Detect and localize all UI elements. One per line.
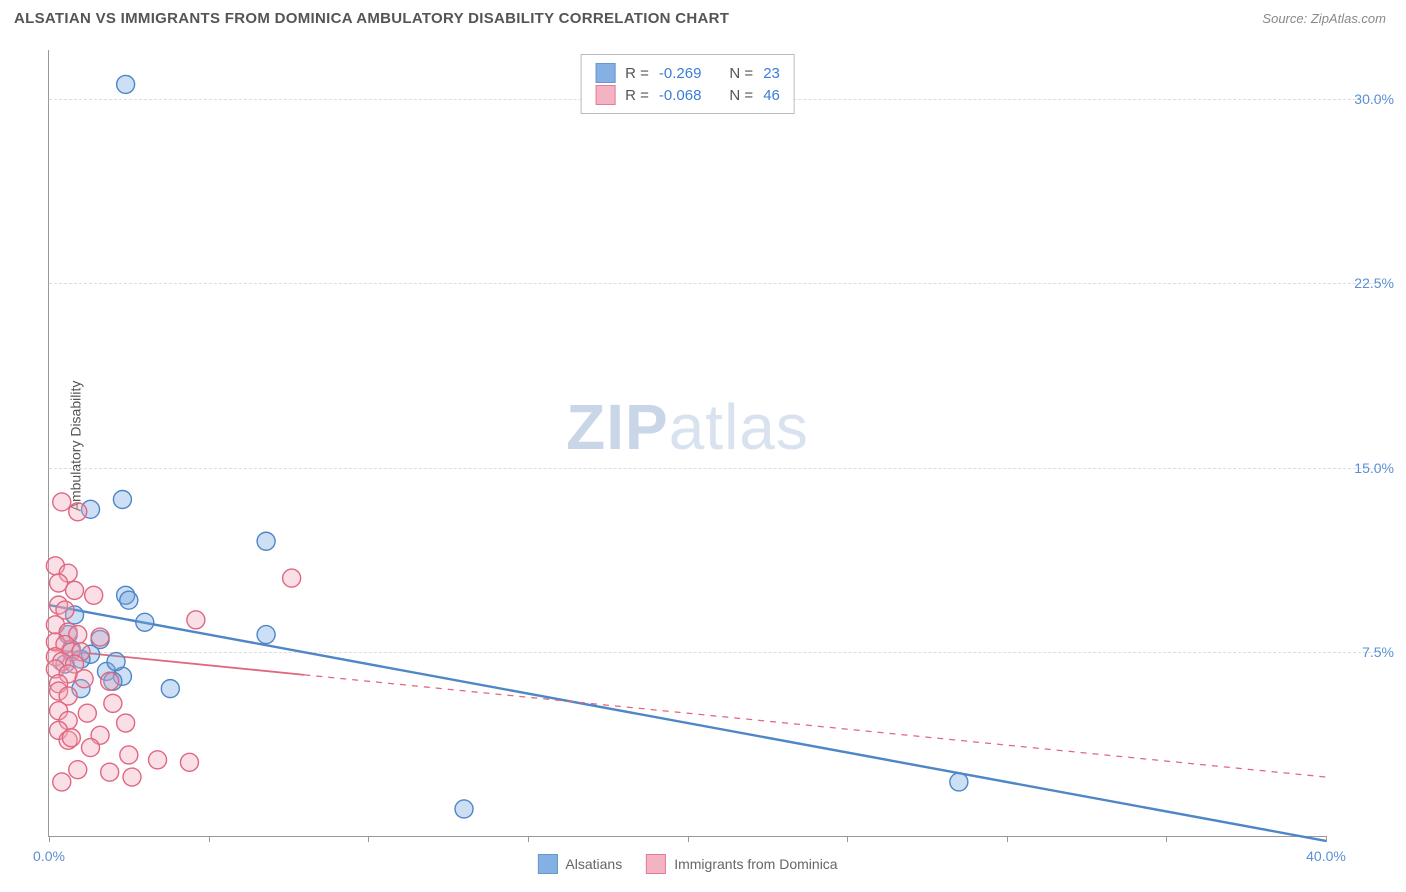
data-point-dominica	[101, 763, 119, 781]
data-point-dominica	[53, 493, 71, 511]
data-point-alsatians	[113, 490, 131, 508]
data-point-alsatians	[950, 773, 968, 791]
stats-row-alsatians: R = -0.269 N = 23	[595, 63, 780, 83]
x-tick	[847, 836, 848, 842]
legend-bottom: Alsatians Immigrants from Dominica	[537, 854, 837, 874]
data-point-dominica	[62, 729, 80, 747]
x-tick	[368, 836, 369, 842]
data-point-dominica	[101, 672, 119, 690]
stats-legend-box: R = -0.269 N = 23 R = -0.068 N = 46	[580, 54, 795, 114]
x-tick	[1166, 836, 1167, 842]
legend-item-alsatians: Alsatians	[537, 854, 622, 874]
x-tick-label: 40.0%	[1306, 848, 1346, 864]
data-point-dominica	[85, 586, 103, 604]
data-point-alsatians	[107, 653, 125, 671]
data-point-dominica	[104, 694, 122, 712]
swatch-icon	[595, 63, 615, 83]
x-tick	[49, 836, 50, 842]
data-point-dominica	[283, 569, 301, 587]
y-tick-label: 7.5%	[1362, 644, 1394, 660]
trend-line-dashed-dominica	[304, 675, 1326, 777]
data-point-dominica	[75, 670, 93, 688]
data-point-dominica	[69, 503, 87, 521]
data-point-dominica	[69, 761, 87, 779]
x-tick	[1007, 836, 1008, 842]
x-tick	[1326, 836, 1327, 842]
data-point-dominica	[123, 768, 141, 786]
x-tick	[688, 836, 689, 842]
data-point-dominica	[66, 581, 84, 599]
data-point-dominica	[78, 704, 96, 722]
data-point-dominica	[187, 611, 205, 629]
y-tick-label: 15.0%	[1354, 460, 1394, 476]
scatter-plot-svg	[49, 50, 1326, 836]
data-point-dominica	[91, 628, 109, 646]
data-point-dominica	[53, 773, 71, 791]
data-point-alsatians	[117, 75, 135, 93]
data-point-alsatians	[120, 591, 138, 609]
data-point-dominica	[120, 746, 138, 764]
swatch-icon	[646, 854, 666, 874]
x-tick-label: 0.0%	[33, 848, 65, 864]
data-point-alsatians	[257, 626, 275, 644]
legend-label: Immigrants from Dominica	[674, 856, 837, 872]
legend-item-dominica: Immigrants from Dominica	[646, 854, 837, 874]
legend-label: Alsatians	[565, 856, 622, 872]
chart-title: ALSATIAN VS IMMIGRANTS FROM DOMINICA AMB…	[14, 10, 729, 27]
x-tick	[528, 836, 529, 842]
data-point-alsatians	[257, 532, 275, 550]
trend-line-alsatians	[49, 605, 1326, 841]
data-point-alsatians	[161, 680, 179, 698]
data-point-dominica	[82, 739, 100, 757]
data-point-dominica	[117, 714, 135, 732]
data-point-dominica	[180, 753, 198, 771]
data-point-dominica	[149, 751, 167, 769]
data-point-dominica	[50, 574, 68, 592]
x-tick	[209, 836, 210, 842]
swatch-icon	[595, 85, 615, 105]
source-attribution: Source: ZipAtlas.com	[1262, 11, 1386, 26]
y-tick-label: 30.0%	[1354, 91, 1394, 107]
y-tick-label: 22.5%	[1354, 275, 1394, 291]
data-point-alsatians	[455, 800, 473, 818]
data-point-alsatians	[136, 613, 154, 631]
swatch-icon	[537, 854, 557, 874]
chart-plot-area: ZIPatlas 7.5%15.0%22.5%30.0% 0.0%40.0% R…	[48, 50, 1326, 837]
stats-row-dominica: R = -0.068 N = 46	[595, 85, 780, 105]
